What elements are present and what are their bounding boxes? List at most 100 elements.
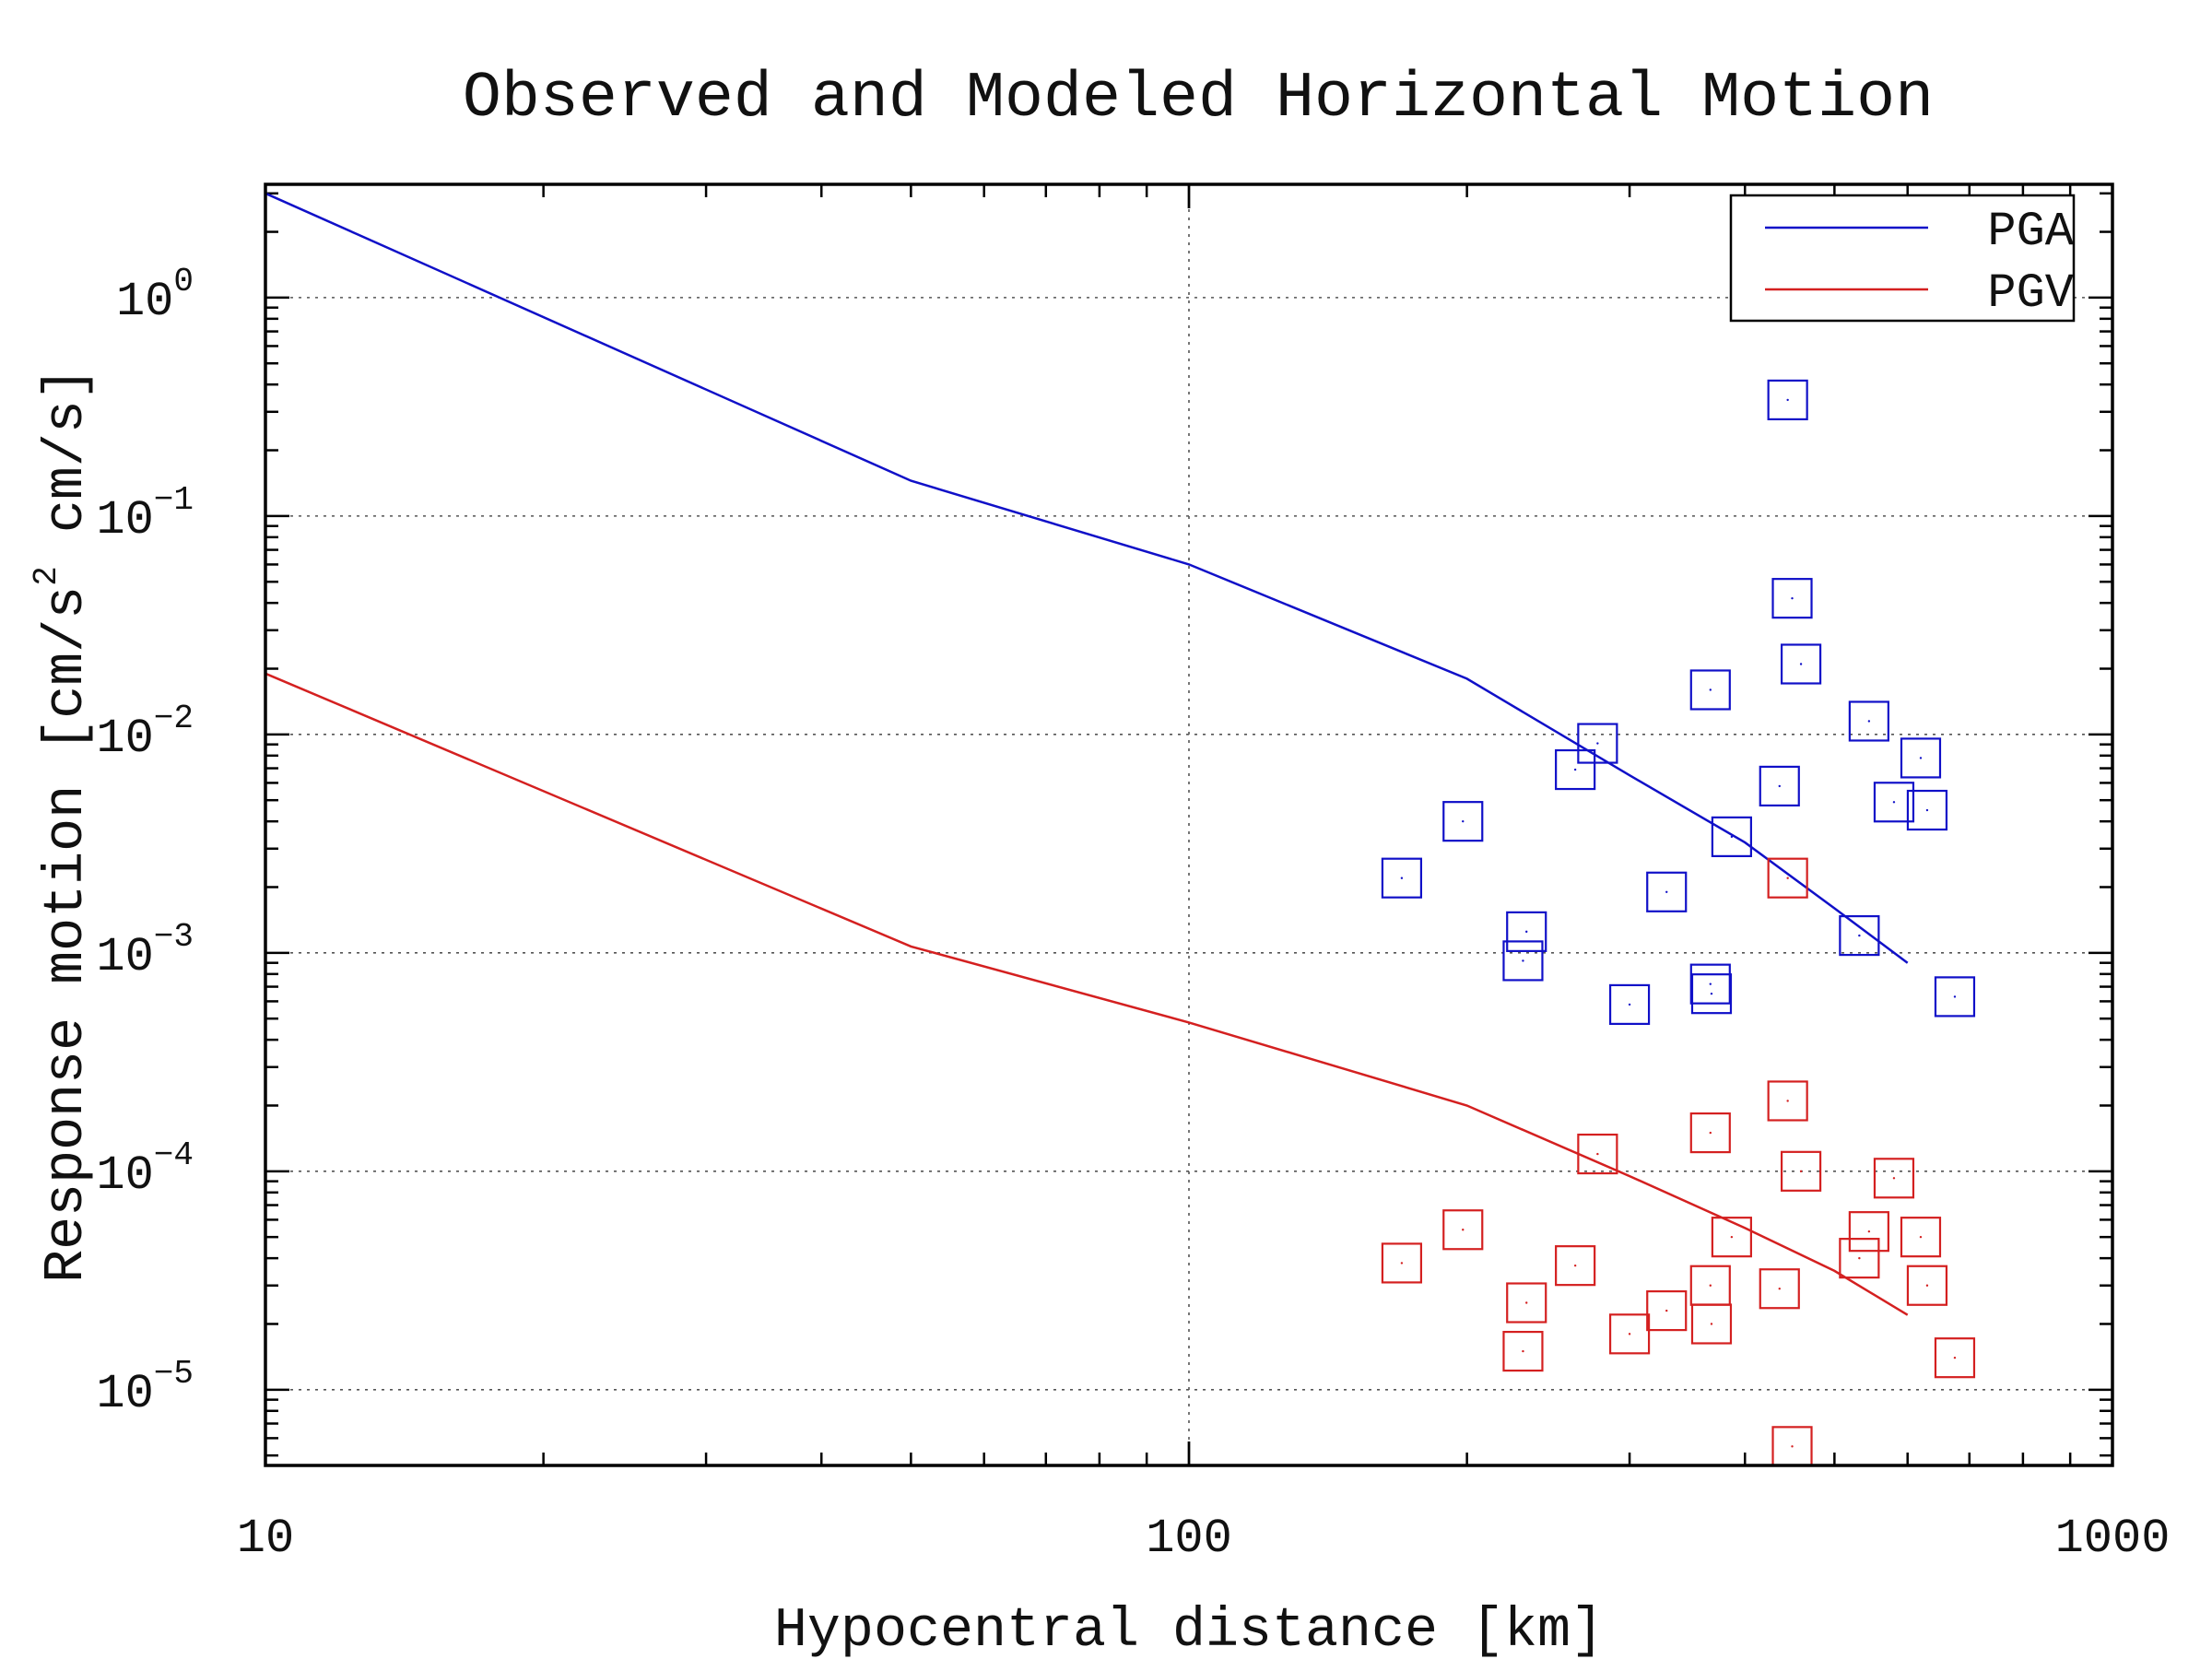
data-point-center-pgv-observed	[1628, 1333, 1631, 1335]
data-point-center-pga-observed	[1953, 995, 1957, 998]
y-tick-exponent: −2	[154, 700, 194, 737]
y-tick-label: 10−2	[96, 700, 194, 766]
data-point-pgv-observed	[1767, 1080, 1808, 1122]
data-point-pga-observed	[1934, 976, 1976, 1018]
data-point-center-pgv-observed	[1778, 1288, 1781, 1290]
data-point-center-pga-observed	[1665, 890, 1668, 893]
data-point-center-pga-observed	[1786, 398, 1789, 402]
data-point-pgv-observed	[1848, 1211, 1889, 1253]
data-point-center-pgv-observed	[1786, 877, 1789, 879]
y-tick-label: 100	[116, 263, 194, 329]
data-point-pgv-observed	[1767, 857, 1808, 899]
data-point-center-pga-observed	[1709, 982, 1712, 985]
data-point-center-pgv-observed	[1799, 1170, 1803, 1173]
data-point-center-pgv-observed	[1665, 1309, 1668, 1312]
data-point-center-pgv-observed	[1596, 1152, 1599, 1156]
data-point-pgv-observed	[1381, 1242, 1423, 1284]
data-point-center-pga-observed	[1791, 596, 1794, 600]
data-point-center-pgv-observed	[1867, 1230, 1871, 1233]
data-point-pga-observed	[1646, 871, 1688, 912]
y-tick-label: 10−1	[96, 481, 194, 547]
chart-title: Observed and Modeled Horizontal Motion	[463, 63, 1934, 135]
data-point-center-pga-observed	[1925, 808, 1929, 812]
data-point-center-pga-observed	[1730, 835, 1734, 839]
data-point-pga-observed	[1690, 973, 1733, 1015]
data-point-center-pgv-observed	[1925, 1284, 1929, 1287]
series-line-pgv	[265, 672, 1909, 1316]
data-point-pga-observed	[1906, 789, 1948, 831]
y-tick-base: 10	[96, 930, 153, 984]
legend: PGA PGV	[1729, 194, 2076, 323]
data-point-pga-observed	[1689, 669, 1731, 711]
y-tick-exponent: −5	[154, 1355, 194, 1393]
y-tick-exponent: −3	[154, 918, 194, 956]
y-tick-base: 10	[96, 493, 153, 547]
y-tick-base: 10	[96, 712, 153, 766]
data-point-center-pga-observed	[1858, 934, 1861, 937]
data-point-pga-observed	[1506, 911, 1547, 952]
data-point-pgv-observed	[1608, 1313, 1651, 1355]
y-tick-base: 10	[96, 1148, 153, 1203]
data-point-pgv-observed	[1690, 1303, 1733, 1345]
data-point-pga-observed	[1381, 857, 1423, 899]
data-point-pgv-observed	[1900, 1217, 1942, 1258]
data-point-center-pgv-observed	[1730, 1235, 1734, 1239]
y-axis-label-main: Response motion [cm/s	[36, 586, 99, 1283]
model-lines	[265, 192, 1909, 1316]
data-point-center-pga-observed	[1400, 877, 1404, 879]
y-tick-label: 10−3	[96, 918, 194, 984]
y-tick-exponent: −4	[154, 1136, 194, 1174]
data-point-pgv-observed	[1646, 1289, 1688, 1332]
data-point-pga-observed	[1442, 801, 1484, 842]
data-point-center-pgv-observed	[1709, 1284, 1712, 1287]
data-point-center-pgv-observed	[1953, 1356, 1957, 1359]
data-point-pga-observed	[1771, 578, 1813, 619]
data-point-pgv-observed	[1934, 1337, 1976, 1379]
data-point-pga-observed	[1555, 748, 1596, 791]
data-point-pgv-observed	[1577, 1133, 1618, 1175]
data-point-pga-observed	[1577, 723, 1618, 764]
data-point-pgv-observed	[1689, 1112, 1731, 1154]
data-point-pga-observed	[1780, 643, 1822, 685]
data-point-pga-observed	[1839, 914, 1880, 957]
grid	[265, 184, 2112, 1465]
data-point-pga-observed	[1873, 782, 1915, 823]
data-point-center-pga-observed	[1710, 992, 1713, 995]
y-axis-label: Response motion [cm/s2 cm/s]	[28, 367, 99, 1283]
observed-points	[1381, 379, 1976, 1467]
data-point-center-pgv-observed	[1400, 1262, 1404, 1265]
x-tick-label: 10	[237, 1512, 294, 1566]
y-tick-label: 10−5	[96, 1355, 194, 1421]
data-point-center-pgv-observed	[1710, 1323, 1713, 1325]
y-axis-label-tail: cm/s]	[36, 367, 99, 566]
data-point-center-pga-observed	[1522, 959, 1524, 962]
data-point-pgv-observed	[1780, 1150, 1822, 1192]
data-point-center-pga-observed	[1867, 720, 1871, 723]
data-point-pga-observed	[1711, 816, 1752, 857]
x-tick-label: 1000	[2055, 1512, 2171, 1566]
data-point-center-pga-observed	[1778, 784, 1781, 788]
legend-label-pgv: PGV	[1987, 266, 2074, 321]
legend-box	[1729, 194, 2076, 323]
data-point-pgv-observed	[1442, 1209, 1484, 1251]
data-point-center-pga-observed	[1628, 1003, 1631, 1006]
data-point-pga-observed	[1900, 737, 1942, 779]
y-tick-base: 10	[116, 275, 173, 329]
data-point-center-pga-observed	[1799, 663, 1803, 665]
data-point-pga-observed	[1767, 379, 1808, 421]
data-point-pga-observed	[1759, 765, 1800, 807]
data-point-center-pga-observed	[1462, 819, 1465, 823]
x-axis-label: Hypocentral distance [km]	[774, 1600, 1604, 1659]
y-tick-base: 10	[96, 1367, 153, 1421]
plot-frame	[264, 182, 2114, 1467]
data-point-pgv-observed	[1555, 1245, 1596, 1287]
data-point-center-pgv-observed	[1919, 1235, 1923, 1239]
data-point-center-pgv-observed	[1892, 1177, 1896, 1180]
data-point-center-pgv-observed	[1573, 1264, 1577, 1267]
legend-label-pga: PGA	[1987, 205, 2074, 259]
y-tick-label: 10−4	[96, 1136, 194, 1203]
data-point-pgv-observed	[1906, 1265, 1948, 1306]
data-point-center-pgv-observed	[1462, 1229, 1465, 1231]
